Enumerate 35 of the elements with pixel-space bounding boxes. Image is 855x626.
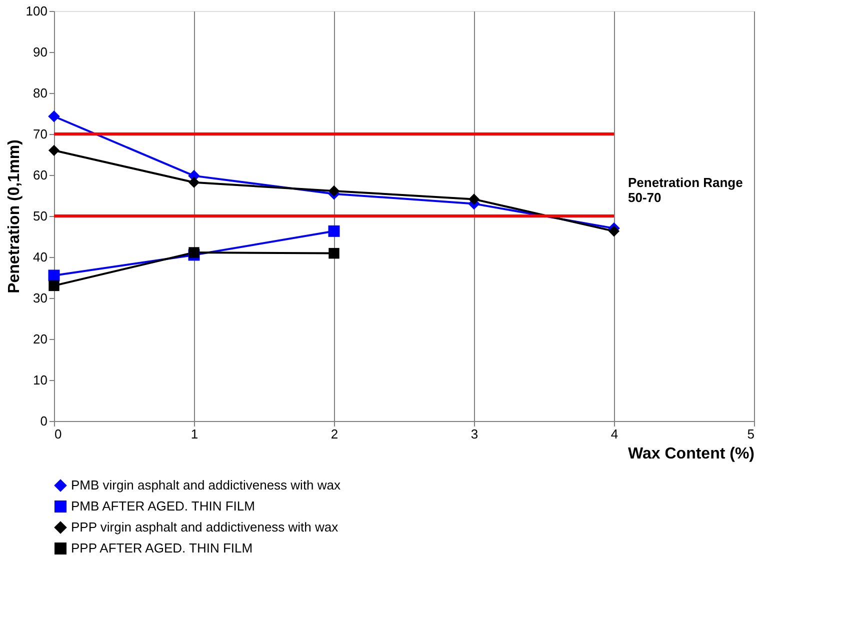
x-tick-label: 2 [330,426,338,442]
y-tick-label: 80 [33,86,48,100]
legend-label: PPP virgin asphalt and addictiveness with wax [71,520,339,534]
point [468,194,480,205]
legend-label: PMB AFTER AGED. THIN FILM [71,498,255,514]
x-tick-label: 3 [470,426,478,442]
y-axis-title: Penetration (0,1mm) [6,140,23,294]
x-tick-label: 1 [190,426,198,442]
y-tick-label: 70 [33,126,48,142]
point [188,176,200,188]
x-tick-label: 0 [54,426,62,442]
annotation: Penetration Range 50-70 [628,175,743,206]
legend-label: PMB virgin asphalt and addictiveness with wax [71,478,342,492]
point [188,247,200,258]
point [328,185,340,197]
point [328,225,340,237]
legend-label: PPP AFTER AGED. THIN FILM [71,540,253,556]
y-tick-label: 0 [40,414,48,428]
y-tick-label: 60 [33,168,48,182]
x-tick-label: 5 [747,426,754,442]
point [608,226,620,237]
y-tick-label: 50 [33,208,48,224]
point [48,110,60,122]
point [48,270,60,282]
point [328,248,340,259]
point [48,144,60,156]
x-tick-label: 4 [610,426,618,442]
y-tick-label: 10 [33,372,48,388]
y-tick-label: 40 [33,250,48,264]
x-axis-title: Wax Content (%) [628,446,754,462]
y-tick-label: 100 [26,4,48,18]
y-tick-label: 30 [33,290,48,306]
point [48,280,60,292]
y-tick-label: 20 [33,332,48,346]
y-tick-label: 90 [33,44,48,60]
